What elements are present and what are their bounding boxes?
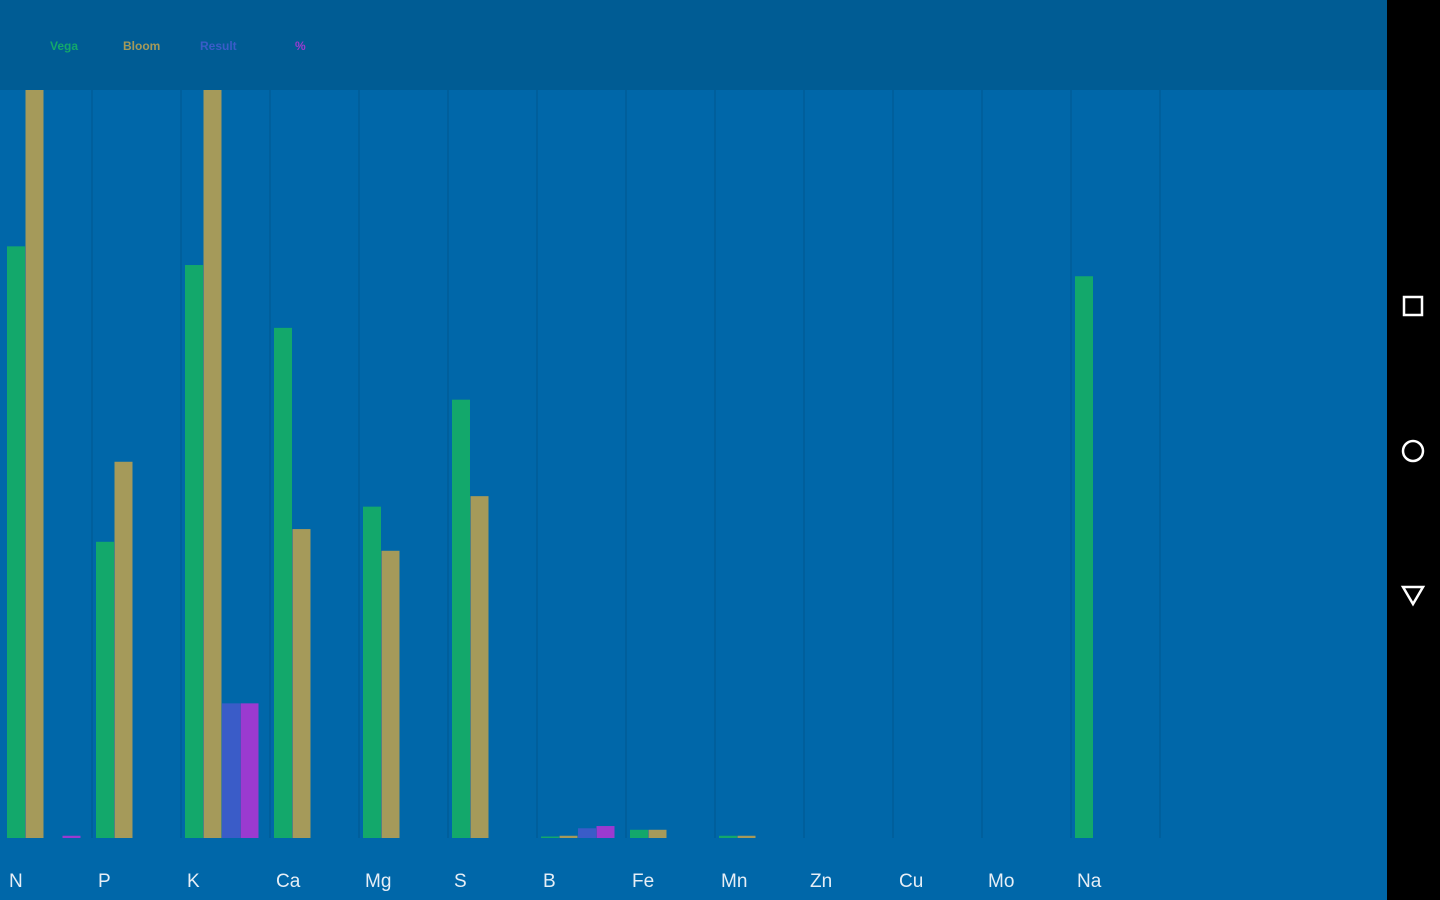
legend-entry: Vega bbox=[50, 39, 78, 53]
bar bbox=[62, 835, 81, 838]
x-tick-label: Cu bbox=[899, 871, 923, 892]
home-button[interactable] bbox=[1401, 439, 1425, 463]
bar bbox=[185, 265, 203, 839]
bar bbox=[25, 90, 44, 838]
bar bbox=[240, 703, 259, 838]
legend-entry: Bloom bbox=[123, 39, 160, 53]
x-tick-label: N bbox=[9, 871, 23, 892]
x-tick-label: S bbox=[454, 871, 467, 892]
bar bbox=[381, 550, 400, 838]
x-tick-label: Ca bbox=[276, 871, 301, 892]
bar bbox=[470, 496, 489, 838]
x-tick-label: K bbox=[187, 871, 200, 892]
x-tick-label: P bbox=[98, 871, 111, 892]
bar bbox=[363, 506, 381, 838]
back-button[interactable] bbox=[1400, 585, 1426, 607]
bar bbox=[648, 829, 667, 838]
bar bbox=[596, 826, 615, 838]
x-tick-label: Mn bbox=[721, 871, 747, 892]
recents-button[interactable] bbox=[1402, 295, 1424, 317]
x-tick-label: Zn bbox=[810, 871, 832, 892]
bar bbox=[1075, 276, 1093, 838]
bar bbox=[719, 835, 737, 838]
legend-entry: % bbox=[295, 39, 306, 53]
bar bbox=[222, 703, 240, 838]
bar bbox=[452, 399, 470, 838]
bar bbox=[292, 529, 311, 838]
bar bbox=[96, 541, 114, 838]
bar bbox=[203, 90, 222, 838]
x-tick-label: B bbox=[543, 871, 556, 892]
x-tick-label: Mo bbox=[988, 871, 1014, 892]
x-tick-label: Na bbox=[1077, 871, 1102, 892]
bar bbox=[578, 828, 596, 838]
nav-bar bbox=[1387, 0, 1440, 900]
legend-entry: Result bbox=[200, 39, 237, 53]
x-tick-label: Fe bbox=[632, 871, 654, 892]
x-tick-label: Mg bbox=[365, 871, 391, 892]
bar bbox=[274, 327, 292, 838]
bar bbox=[630, 829, 648, 838]
bar bbox=[737, 835, 756, 838]
bar bbox=[7, 246, 25, 838]
bar bbox=[541, 836, 559, 838]
bar bbox=[559, 835, 578, 838]
toolbar bbox=[0, 0, 1387, 90]
bar bbox=[114, 461, 133, 838]
